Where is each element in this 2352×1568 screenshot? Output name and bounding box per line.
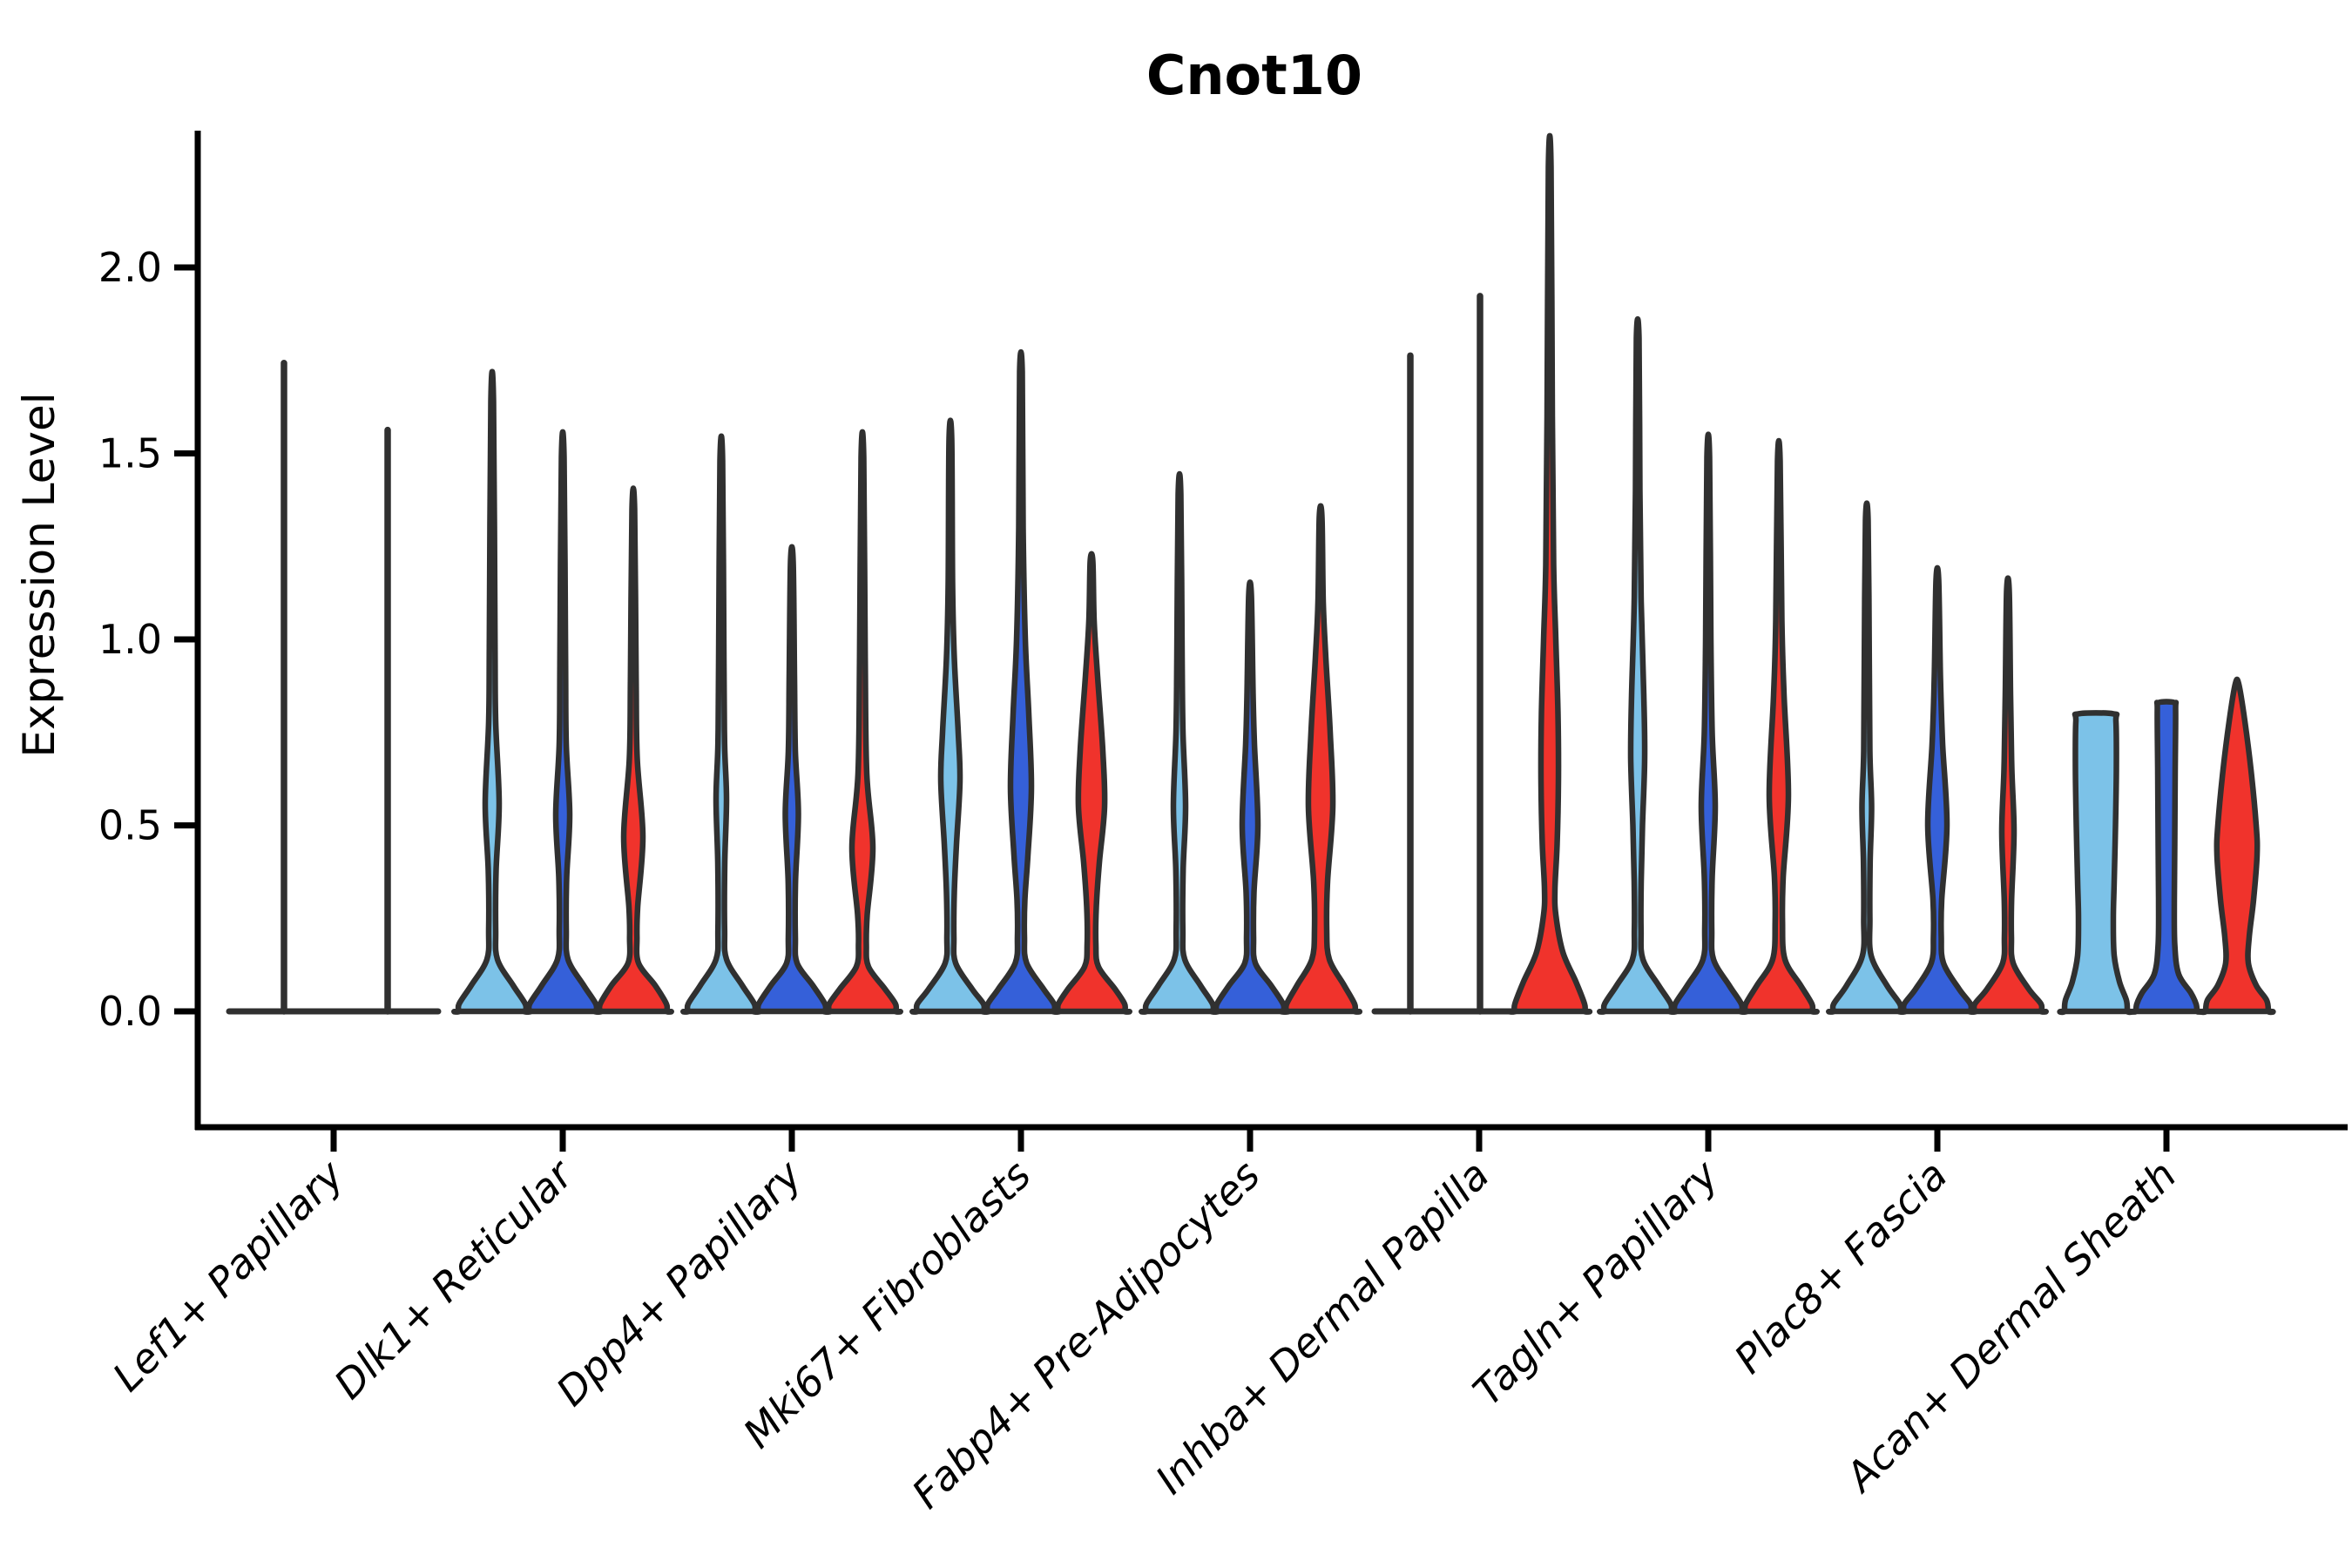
- y-tick-label: 2.0: [98, 244, 162, 291]
- violin-light_blue: [1139, 471, 1220, 1015]
- violin-red: [1506, 132, 1593, 1015]
- violin-dark_blue: [522, 429, 604, 1015]
- violin-dark_blue: [751, 544, 833, 1015]
- violin-light_blue: [1826, 500, 1908, 1015]
- violin-red: [821, 429, 903, 1015]
- violin-red: [1738, 437, 1820, 1015]
- violin-dark_blue: [1667, 431, 1749, 1015]
- y-tick-label: 0.0: [98, 988, 162, 1035]
- x-tick-label: Dlk1+ Reticular: [325, 1149, 584, 1408]
- y-tick-label: 0.5: [98, 802, 162, 849]
- y-axis-label: Expression Level: [14, 392, 64, 757]
- y-tick-label: 1.0: [98, 616, 162, 663]
- violin-light_blue: [909, 417, 991, 1015]
- violin-dark_blue: [1896, 564, 1978, 1015]
- x-tick-label: Dpp4+ Papillary: [547, 1151, 811, 1415]
- violin-red: [1051, 551, 1132, 1015]
- violin-dark_blue: [980, 348, 1062, 1015]
- violin-light_blue: [451, 368, 533, 1015]
- violin-bodies: [280, 132, 2276, 1016]
- violin-light_blue: [680, 433, 762, 1015]
- violin-red: [2198, 676, 2276, 1016]
- violin-dark_blue: [2128, 699, 2205, 1015]
- violin-red: [1967, 575, 2049, 1015]
- chart-title: Cnot10: [1146, 44, 1362, 107]
- violin-light_blue: [1597, 316, 1679, 1015]
- axes: [174, 131, 2348, 1152]
- violin-red: [1279, 503, 1362, 1015]
- violin-light_blue: [2057, 710, 2135, 1016]
- violin-dark_blue: [1209, 579, 1291, 1015]
- x-tick-label: Lef1+ Papillary: [104, 1151, 353, 1400]
- x-tick-label: Tagln+ Papillary: [1463, 1151, 1727, 1415]
- violin-red: [592, 485, 674, 1015]
- x-tick-label: Plac8+ Fascia: [1725, 1152, 1956, 1382]
- y-tick-label: 1.5: [98, 430, 162, 477]
